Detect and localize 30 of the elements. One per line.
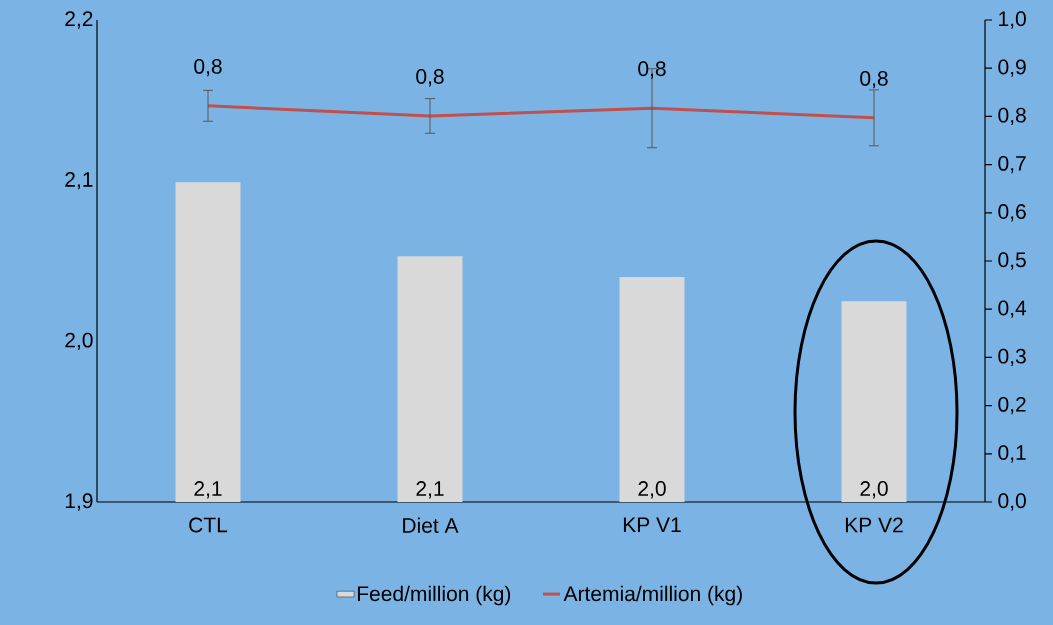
- x-tick-label: KP V1: [623, 517, 681, 532]
- y2-tick-label: 0,1: [998, 445, 1026, 463]
- y2-tick-label: 1,0: [999, 11, 1026, 29]
- y2-tick-label: 0,9: [998, 59, 1026, 77]
- y2-tick-label: 0,4: [998, 300, 1027, 318]
- x-tick-label: KP V2: [845, 517, 903, 533]
- legend-label: Feed/million (kg): [357, 585, 511, 606]
- y2-tick-label: 0,6: [998, 204, 1026, 222]
- data-label: 2,1: [194, 481, 222, 499]
- data-label: 2,1: [416, 481, 444, 499]
- data-label: 0,8: [194, 58, 222, 77]
- y2-tick-label: 0,7: [998, 155, 1026, 174]
- y2-tick-label: 0,3: [998, 348, 1026, 367]
- y-tick-label: 2,0: [65, 332, 93, 350]
- y2-tick-label: 0,8: [998, 107, 1026, 126]
- data-label: 2,0: [638, 481, 666, 499]
- data-label: 0,8: [638, 61, 666, 79]
- x-tick-label: CTL: [189, 517, 228, 533]
- y-tick-label: 1,9: [65, 493, 93, 511]
- y2-tick-label: 0,5: [998, 252, 1026, 270]
- y-tick-label: 2,1: [65, 171, 93, 190]
- line-series: [206, 104, 876, 120]
- y2-tick-label: 0,0: [998, 493, 1026, 511]
- y2-tick-label: 0,2: [998, 396, 1026, 415]
- legend-label: Artemia/million (kg): [563, 585, 742, 606]
- data-label: 0,8: [416, 69, 444, 87]
- data-label: 2,0: [860, 481, 888, 499]
- x-tick-label: Diet A: [403, 517, 459, 533]
- y-tick-label: 2,2: [65, 11, 93, 29]
- data-label: 0,8: [860, 70, 888, 89]
